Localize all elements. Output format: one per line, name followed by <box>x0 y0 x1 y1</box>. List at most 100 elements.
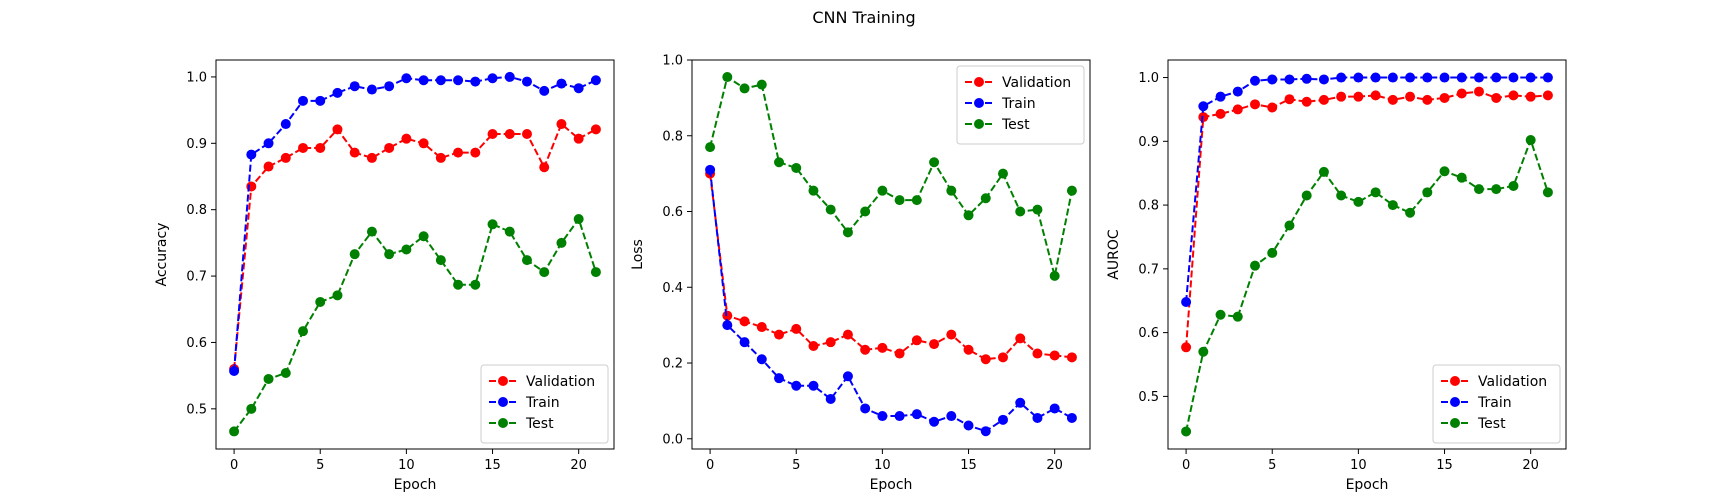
y-axis-label: Accuracy <box>154 223 170 287</box>
y-tick-label: 0.5 <box>186 402 207 417</box>
data-point-validation <box>1387 94 1398 105</box>
data-point-test <box>722 72 733 83</box>
data-point-train <box>860 403 871 414</box>
data-point-validation <box>1439 92 1450 103</box>
axes-frame <box>1167 59 1567 450</box>
data-point-validation <box>739 316 750 327</box>
y-tick-label: 0.8 <box>186 203 207 218</box>
y-tick-label: 0.6 <box>186 336 207 351</box>
data-point-train <box>1250 75 1261 86</box>
data-point-test <box>1473 184 1484 195</box>
data-point-test <box>1181 426 1192 437</box>
legend: Validation Train Test <box>1432 364 1561 444</box>
data-point-validation <box>418 138 429 149</box>
data-point-test <box>1353 196 1364 207</box>
data-point-validation <box>1232 104 1243 115</box>
data-point-test <box>774 157 785 168</box>
data-point-test <box>997 168 1008 179</box>
y-axis-label: Loss <box>630 239 646 270</box>
data-point-validation <box>332 124 343 135</box>
data-point-test <box>825 204 836 215</box>
data-point-test <box>756 79 767 90</box>
data-point-train <box>384 81 395 92</box>
data-point-train <box>1301 73 1312 84</box>
data-point-test <box>573 213 584 224</box>
data-point-test <box>315 296 326 307</box>
data-point-validation <box>929 339 940 350</box>
data-point-test <box>1370 187 1381 198</box>
legend-label-train: Train <box>1001 96 1036 112</box>
data-point-validation <box>366 152 377 163</box>
data-point-test <box>1215 309 1226 320</box>
data-point-validation <box>315 142 326 153</box>
data-point-train <box>1491 72 1502 83</box>
data-point-train <box>1422 72 1433 83</box>
data-point-validation <box>384 142 395 153</box>
data-point-test <box>1301 190 1312 201</box>
data-point-train <box>401 73 412 84</box>
data-point-train <box>756 354 767 365</box>
data-point-validation <box>573 133 584 144</box>
data-point-train <box>1473 72 1484 83</box>
data-point-validation <box>1284 94 1295 105</box>
legend-marker-validation <box>974 77 984 87</box>
data-point-validation <box>280 152 291 163</box>
x-tick-label: 0 <box>230 458 238 473</box>
data-point-test <box>504 226 515 237</box>
legend-label-train: Train <box>1477 395 1512 411</box>
data-point-validation <box>453 147 464 158</box>
data-point-validation <box>860 344 871 355</box>
data-point-validation <box>756 322 767 333</box>
series-line-validation <box>233 122 597 370</box>
legend: Validation Train Test <box>956 65 1085 145</box>
data-point-validation <box>1508 90 1519 101</box>
data-point-validation <box>1267 102 1278 113</box>
legend-label-test: Test <box>1477 416 1506 432</box>
data-point-validation <box>1250 99 1261 110</box>
data-point-train <box>963 420 974 431</box>
y-tick-label: 0.0 <box>662 432 683 447</box>
data-point-train <box>590 75 601 86</box>
data-point-train <box>1049 403 1060 414</box>
data-point-test <box>1198 346 1209 357</box>
data-point-train <box>280 119 291 130</box>
data-point-test <box>435 255 446 266</box>
data-point-test <box>946 185 957 196</box>
x-tick-label: 5 <box>1268 458 1276 473</box>
y-tick-label: 0.9 <box>1138 135 1159 150</box>
data-point-test <box>877 185 888 196</box>
data-point-test <box>401 244 412 255</box>
data-point-test <box>280 367 291 378</box>
data-point-train <box>556 78 567 89</box>
data-point-train <box>911 409 922 420</box>
data-point-train <box>521 76 532 87</box>
y-tick-label: 1.0 <box>1138 71 1159 86</box>
data-point-validation <box>1215 108 1226 119</box>
x-tick-label: 0 <box>706 458 714 473</box>
data-point-train <box>539 85 550 96</box>
data-point-validation <box>1491 92 1502 103</box>
data-point-test <box>263 373 274 384</box>
x-tick-label: 5 <box>316 458 324 473</box>
data-point-test <box>911 195 922 206</box>
data-point-train <box>453 75 464 86</box>
y-tick-label: 0.7 <box>1138 262 1159 277</box>
data-point-test <box>1439 166 1450 177</box>
data-point-test <box>1015 206 1026 217</box>
data-point-train <box>1181 297 1192 308</box>
data-point-train <box>332 87 343 98</box>
data-point-test <box>1336 190 1347 201</box>
data-point-validation <box>487 129 498 140</box>
y-tick-label: 0.6 <box>1138 326 1159 341</box>
data-point-validation <box>590 124 601 135</box>
data-point-train <box>791 380 802 391</box>
legend-label-validation: Validation <box>1478 374 1547 390</box>
x-tick-label: 20 <box>1046 458 1063 473</box>
legend-marker-train <box>974 98 984 108</box>
y-tick-label: 0.6 <box>662 205 683 220</box>
series-line-validation <box>1185 90 1548 348</box>
data-point-train <box>418 75 429 86</box>
data-point-validation <box>1301 96 1312 107</box>
legend: Validation Train Test <box>480 364 609 444</box>
data-point-validation <box>401 133 412 144</box>
